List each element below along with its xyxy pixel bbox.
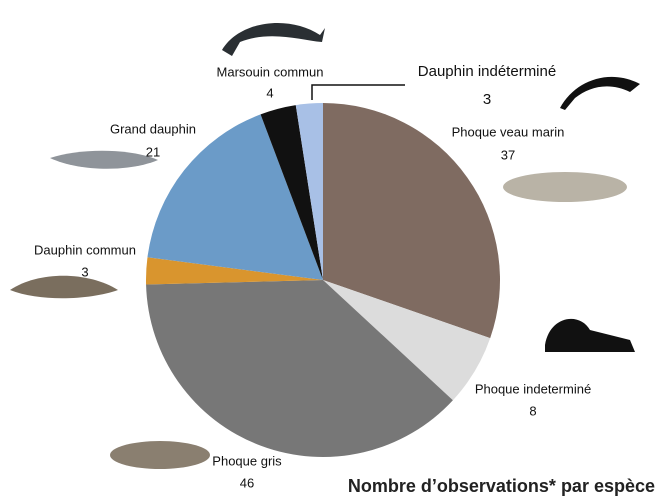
slice-label: Grand dauphin [110, 121, 196, 136]
animal-icon [10, 276, 118, 299]
slice-label: Phoque veau marin [452, 124, 565, 139]
animal-icon [503, 172, 627, 202]
value-label: 21 [146, 144, 160, 159]
value-label: 46 [240, 475, 254, 490]
animal-icon [50, 151, 158, 169]
slice-label: Phoque gris [212, 453, 282, 468]
slice-label: Dauphin commun [34, 242, 136, 257]
slice-label: Phoque indeterminé [475, 381, 591, 396]
animal-icon [110, 441, 210, 469]
pie [146, 103, 500, 457]
animal-icon [545, 319, 635, 352]
page: Nombre d’observations* par espèce Phoque… [0, 0, 659, 499]
leader-line [312, 85, 405, 100]
value-label: 3 [483, 91, 491, 108]
value-label: 8 [529, 403, 536, 418]
slice-label: Marsouin commun [217, 64, 324, 79]
chart: Nombre d’observations* par espèce Phoque… [0, 0, 659, 499]
slice-label: Dauphin indéterminé [418, 63, 556, 80]
animal-icon [222, 23, 325, 56]
value-label: 4 [266, 85, 273, 100]
animal-icon [560, 77, 640, 110]
value-label: 3 [81, 264, 88, 279]
value-label: 37 [501, 147, 515, 162]
chart-title: Nombre d’observations* par espèce [348, 476, 655, 496]
